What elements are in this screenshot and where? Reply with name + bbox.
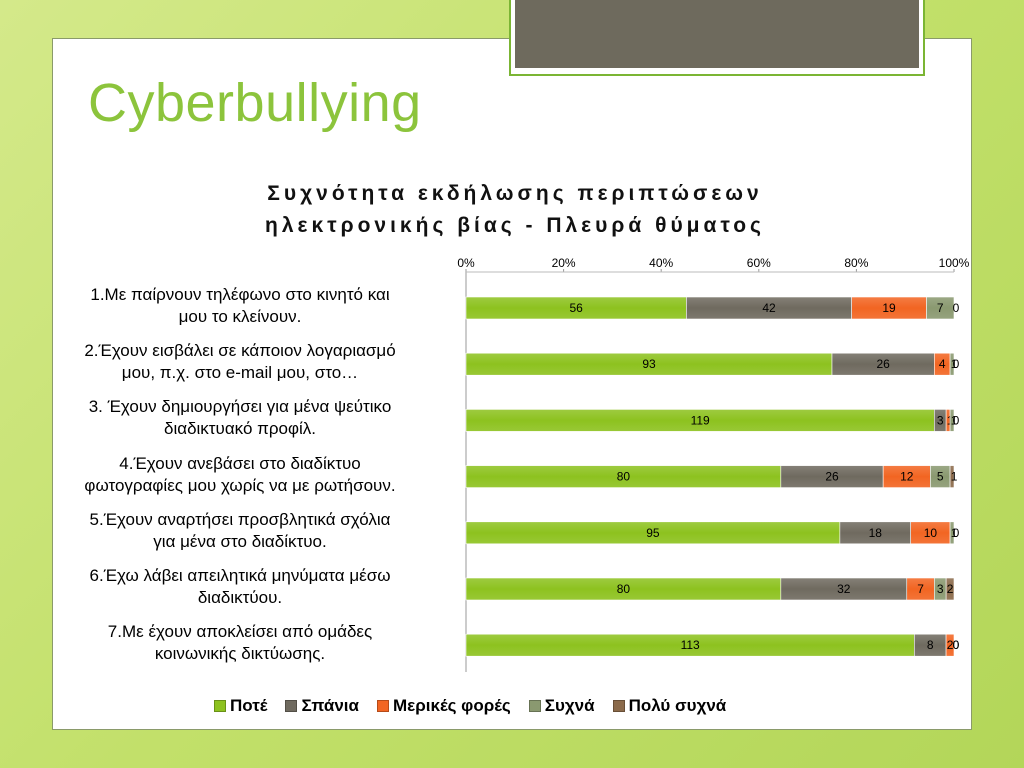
- bar-segment: [926, 296, 955, 320]
- legend-label: Συχνά: [544, 696, 595, 715]
- category-label-line: 4.Έχουν ανεβάσει στο διαδίκτυο: [119, 453, 361, 473]
- data-label: 0: [953, 413, 960, 427]
- category-label-line: μου, π.χ. στο e-mail μου, στο…: [121, 363, 359, 383]
- data-label: 0: [953, 638, 960, 652]
- category-label-line: για μένα στο διαδίκτυο.: [153, 531, 327, 551]
- data-label: 18: [869, 526, 883, 540]
- category-label-line: φωτογραφίες μου χωρίς να με ρωτήσουν.: [84, 475, 396, 495]
- legend-swatch: [377, 700, 389, 712]
- category-label: 3. Έχουν δημιουργήσει για μένα ψεύτικο δι…: [30, 396, 450, 440]
- data-label: 0: [953, 357, 960, 371]
- data-label: 4: [939, 357, 946, 371]
- category-label-line: κοινωνικής δικτύωσης.: [154, 644, 326, 664]
- data-label: 8: [927, 638, 934, 652]
- data-label: 26: [876, 357, 890, 371]
- data-label: 80: [617, 470, 631, 484]
- category-label-line: διαδικτύου.: [197, 588, 283, 607]
- bar-segment: [945, 577, 955, 601]
- chart-title: Συχνότητα εκδήλωσης περιπτώσεων ηλεκτρον…: [150, 178, 880, 242]
- legend-swatch: [612, 700, 625, 712]
- category-label-line: 3. Έχουν δημιουργήσει για μένα ψεύτικο: [88, 397, 392, 417]
- legend-item: Συχνά: [528, 696, 595, 716]
- category-label: 2.Έχουν εισβάλει σε κάποιον λογαριασμό μο…: [30, 340, 450, 384]
- category-label: 5.Έχουν αναρτήσει προσβλητικά σχόλια για …: [30, 509, 450, 553]
- category-label: 1.Με παίρνουν τηλέφωνο στο κινητό και μου…: [30, 284, 450, 328]
- data-label: 0: [953, 526, 960, 540]
- data-label: 12: [900, 470, 914, 484]
- chart-title-line-1: Συχνότητα εκδήλωσης περιπτώσεων: [267, 182, 763, 205]
- x-tick-label: 80%: [844, 256, 868, 270]
- data-label: 42: [762, 301, 776, 315]
- data-label: 5: [937, 470, 944, 484]
- legend-item: Μερικές φορές: [377, 696, 511, 716]
- x-tick-label: 60%: [747, 256, 771, 270]
- data-label: 2: [947, 638, 954, 652]
- category-label-line: 5.Έχουν αναρτήσει προσβλητικά σχόλια: [89, 509, 391, 529]
- chart-legend: Ποτέ Σπάνια Μερικές φορές Συχνά Πολύ συχνά: [214, 694, 726, 718]
- data-label: 10: [924, 526, 938, 540]
- legend-swatch: [528, 700, 541, 712]
- data-label: 56: [570, 301, 584, 315]
- category-label-line: 7.Με έχουν αποκλείσει από ομάδες: [107, 622, 373, 642]
- data-label: 19: [882, 301, 896, 315]
- legend-swatch: [214, 700, 226, 712]
- data-label: 7: [937, 301, 944, 315]
- data-label: 26: [825, 470, 839, 484]
- x-tick-label: 20%: [552, 256, 576, 270]
- data-label: 1: [951, 357, 958, 371]
- legend-item: Σπάνια: [285, 696, 359, 716]
- slide-frame: [52, 38, 972, 730]
- data-label: 0: [953, 638, 960, 652]
- data-label: 1: [951, 470, 958, 484]
- data-label: 1: [951, 413, 958, 427]
- bar-segment: [949, 465, 955, 488]
- legend-swatch: [285, 700, 298, 712]
- legend-item: Πολύ συχνά: [612, 696, 727, 716]
- x-tick-label: 40%: [649, 256, 673, 270]
- data-label: 3: [937, 582, 944, 596]
- bar-segment: [949, 521, 955, 545]
- legend-label: Πολύ συχνά: [628, 696, 727, 715]
- category-label-line: μου το κλείνουν.: [178, 307, 302, 326]
- data-label: 80: [617, 582, 631, 596]
- bar-segment: [945, 633, 955, 657]
- data-label: 0: [953, 301, 960, 315]
- data-label: 113: [681, 638, 700, 652]
- x-tick-label: 100%: [939, 256, 970, 270]
- legend-item: Ποτέ: [214, 696, 267, 716]
- data-label: 93: [642, 357, 656, 371]
- category-label: 4.Έχουν ανεβάσει στο διαδίκτυο φωτογραφίε…: [30, 453, 450, 497]
- legend-label: Σπάνια: [301, 696, 359, 715]
- category-label-line: 1.Με παίρνουν τηλέφωνο στο κινητό και: [90, 285, 390, 304]
- data-label: 3: [937, 413, 944, 427]
- data-label: 32: [837, 582, 851, 596]
- category-label: 7.Με έχουν αποκλείσει από ομάδες κοινωνικ…: [30, 621, 450, 665]
- slide-title: Cyberbullying: [88, 73, 422, 133]
- bar-segment: [949, 352, 955, 376]
- category-label-line: διαδικτυακό προφίλ.: [164, 419, 316, 439]
- legend-label: Μερικές φορές: [393, 696, 511, 715]
- category-label: 6.Έχω λάβει απειλητικά μηνύματα μέσω διαδ…: [30, 565, 450, 609]
- category-label-line: 2.Έχουν εισβάλει σε κάποιον λογαριασμό: [84, 341, 396, 361]
- data-label: 1: [951, 526, 958, 540]
- data-label: 119: [691, 413, 710, 427]
- data-label: 2: [947, 582, 954, 596]
- data-label: 95: [646, 526, 660, 540]
- chart-title-line-2: ηλεκτρονικής βίας - Πλευρά θύματος: [265, 214, 765, 237]
- x-tick-label: 0%: [457, 256, 475, 270]
- header-tab-fill: [515, 0, 919, 68]
- category-label-line: 6.Έχω λάβει απειλητικά μηνύματα μέσω: [89, 566, 391, 585]
- legend-label: Ποτέ: [230, 696, 268, 715]
- data-label: 7: [917, 582, 924, 596]
- bar-segment: [949, 409, 955, 432]
